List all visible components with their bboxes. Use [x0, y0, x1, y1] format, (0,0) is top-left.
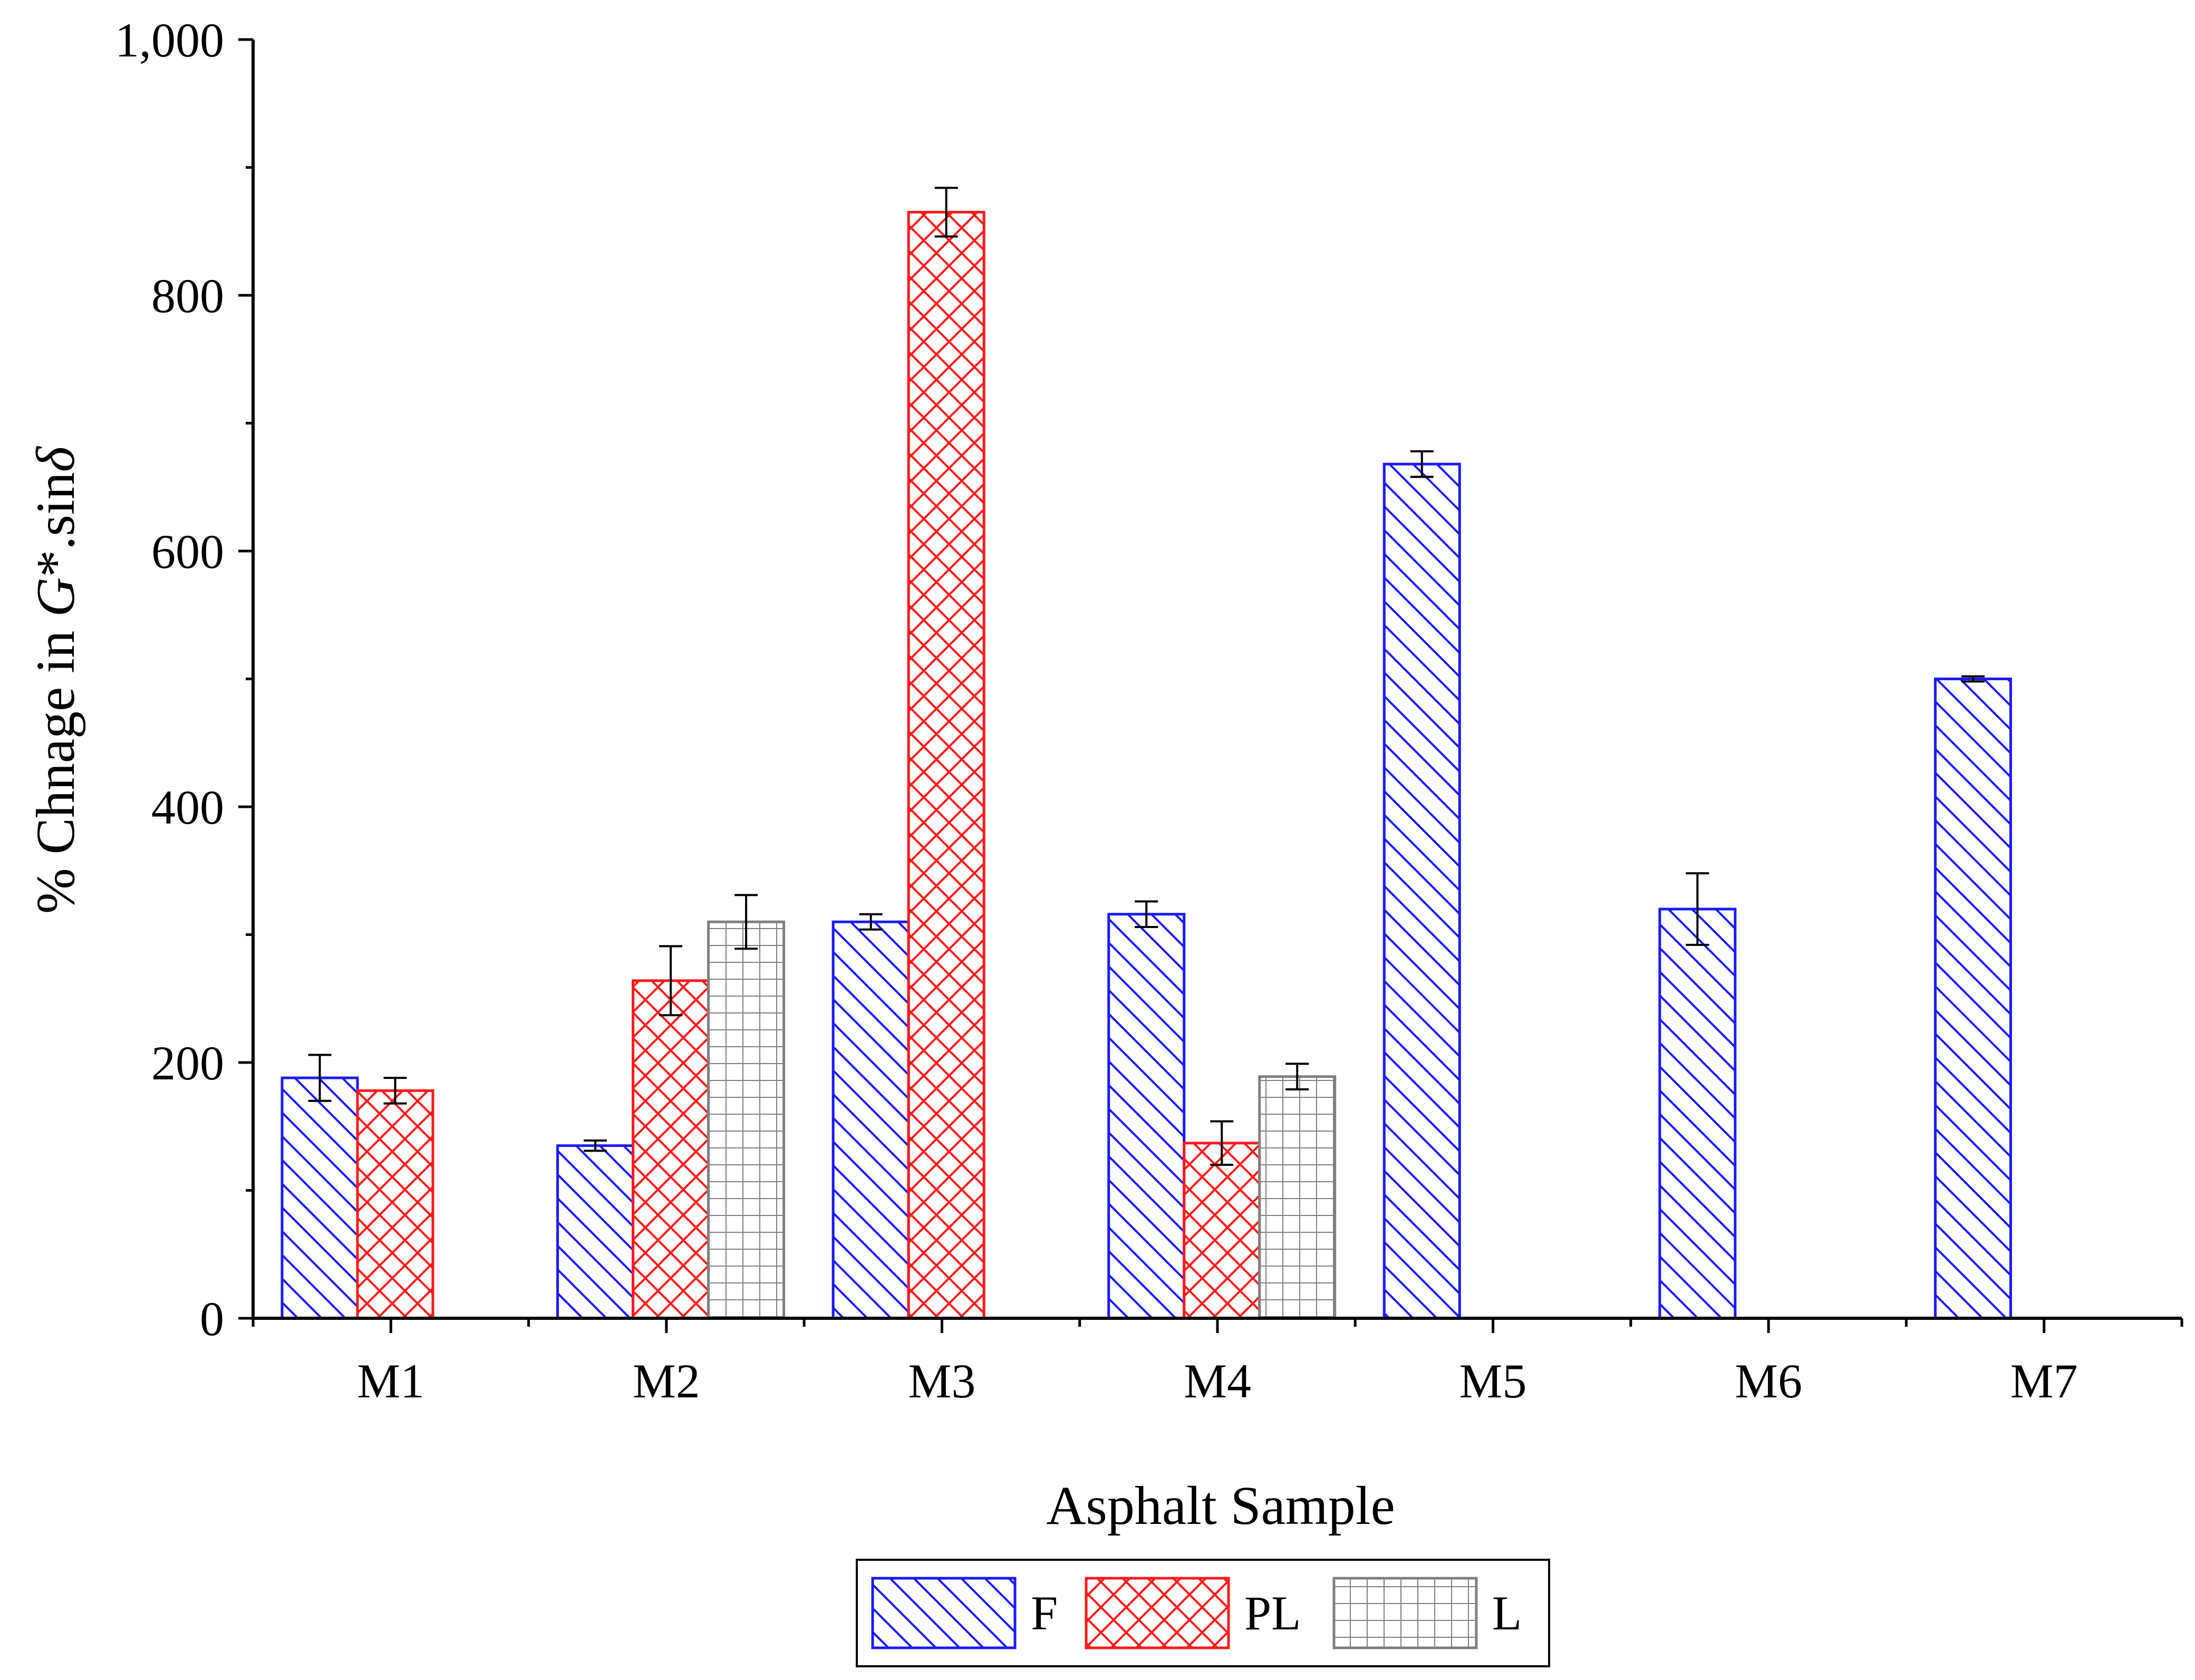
- error-bar-pl-m2: [659, 945, 683, 1017]
- y-tick-label: 200: [151, 1036, 224, 1090]
- y-axis-title: % Chnage in G*.sinδ: [25, 446, 86, 914]
- x-tick-label: M1: [357, 1354, 424, 1408]
- legend: F PL L: [856, 1559, 1550, 1667]
- bar-f-m3: [831, 920, 910, 1320]
- x-tick-label: M3: [908, 1354, 976, 1408]
- x-tick-label: M4: [1184, 1354, 1251, 1408]
- y-tick-label: 1,000: [115, 13, 224, 67]
- bars-layer: [281, 210, 2012, 1320]
- error-bar-f-m1: [308, 1054, 332, 1102]
- y-axis-title-g: G: [25, 577, 86, 617]
- bar-l-m4: [1258, 1075, 1337, 1320]
- y-tick-label: 600: [151, 525, 224, 578]
- y-axis: 0 200 400 600 800 1,000: [115, 13, 255, 1346]
- error-bars-layer: [308, 187, 1985, 1166]
- y-axis-title-mid: *.sin: [25, 472, 86, 577]
- legend-items: F PL L: [871, 1577, 1522, 1649]
- legend-label-pl: PL: [1244, 1586, 1301, 1640]
- error-bar-pl-m4: [1210, 1120, 1234, 1166]
- y-ticks: 0 200 400 600 800 1,000: [115, 13, 253, 1346]
- legend-label-l: L: [1492, 1586, 1522, 1640]
- error-bar-l-m2: [734, 894, 758, 950]
- legend-swatch-pl: [1085, 1577, 1230, 1649]
- error-bar-pl-m1: [383, 1077, 407, 1105]
- error-bar-f-m6: [1686, 872, 1709, 946]
- bar-f-m5: [1382, 462, 1461, 1320]
- error-bar-f-m7: [1961, 675, 1985, 683]
- x-axis: M1 M2 M3 M4 M5 M6 M7: [252, 1317, 2183, 1408]
- error-bar-pl-m3: [934, 187, 958, 238]
- bar-f-m7: [1933, 678, 2012, 1320]
- bar-f-m2: [556, 1144, 635, 1320]
- x-tick-label: M7: [2010, 1354, 2078, 1408]
- x-tick-label: M5: [1459, 1354, 1527, 1408]
- bar-f-m6: [1658, 907, 1737, 1320]
- error-bar-f-m4: [1135, 900, 1158, 928]
- bar-pl-m1: [356, 1089, 434, 1320]
- error-bar-f-m2: [584, 1139, 607, 1152]
- x-tick-label: M2: [633, 1354, 700, 1408]
- error-bar-f-m3: [859, 913, 883, 931]
- y-tick-label: 0: [200, 1292, 224, 1346]
- bar-pl-m4: [1183, 1142, 1261, 1320]
- x-axis-title: Asphalt Sample: [1046, 1475, 1395, 1536]
- error-bar-l-m4: [1285, 1063, 1309, 1090]
- y-axis-title-prefix: % Chnage in: [25, 617, 86, 914]
- x-tick-label: M6: [1735, 1354, 1802, 1408]
- bar-f-m1: [281, 1076, 359, 1320]
- legend-swatch-f: [871, 1577, 1017, 1649]
- bar-f-m4: [1107, 913, 1186, 1320]
- x-ticks: M1 M2 M3 M4 M5 M6 M7: [252, 1318, 2183, 1408]
- legend-swatch-l: [1332, 1577, 1478, 1649]
- bar-l-m2: [707, 920, 786, 1320]
- legend-label-f: F: [1031, 1586, 1058, 1640]
- y-axis-title-delta: δ: [25, 446, 86, 472]
- bar-pl-m2: [632, 979, 710, 1320]
- y-tick-label: 800: [151, 269, 224, 323]
- y-tick-label: 400: [151, 780, 224, 834]
- error-bar-f-m5: [1410, 450, 1434, 478]
- bar-pl-m3: [907, 210, 985, 1320]
